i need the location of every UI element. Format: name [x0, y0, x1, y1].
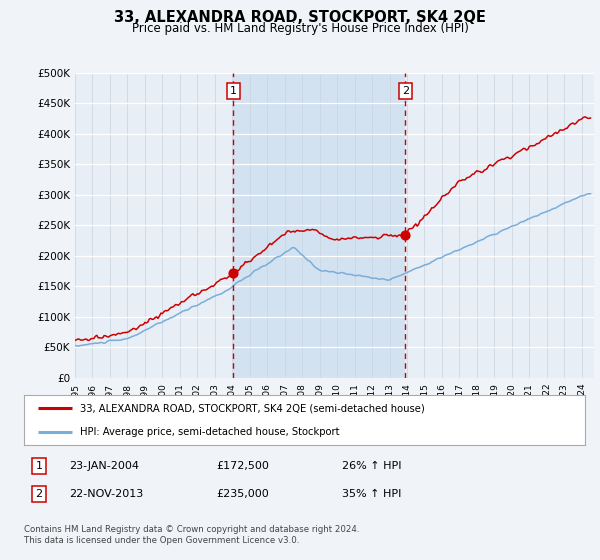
Text: Contains HM Land Registry data © Crown copyright and database right 2024.
This d: Contains HM Land Registry data © Crown c…	[24, 525, 359, 545]
Point	[400, 230, 410, 239]
Text: Price paid vs. HM Land Registry's House Price Index (HPI): Price paid vs. HM Land Registry's House …	[131, 22, 469, 35]
Text: 23-JAN-2004: 23-JAN-2004	[69, 461, 139, 471]
Text: 35% ↑ HPI: 35% ↑ HPI	[342, 489, 401, 499]
Bar	[233, 73, 405, 378]
Text: HPI: Average price, semi-detached house, Stockport: HPI: Average price, semi-detached house,…	[80, 427, 340, 437]
Text: 1: 1	[35, 461, 43, 471]
Text: 33, ALEXANDRA ROAD, STOCKPORT, SK4 2QE: 33, ALEXANDRA ROAD, STOCKPORT, SK4 2QE	[114, 10, 486, 25]
Text: 1: 1	[230, 86, 237, 96]
Text: 33, ALEXANDRA ROAD, STOCKPORT, SK4 2QE (semi-detached house): 33, ALEXANDRA ROAD, STOCKPORT, SK4 2QE (…	[80, 403, 425, 413]
Point	[229, 268, 238, 277]
Text: 26% ↑ HPI: 26% ↑ HPI	[342, 461, 401, 471]
Text: 2: 2	[35, 489, 43, 499]
Text: £172,500: £172,500	[216, 461, 269, 471]
Text: £235,000: £235,000	[216, 489, 269, 499]
Text: 22-NOV-2013: 22-NOV-2013	[69, 489, 143, 499]
Text: 2: 2	[402, 86, 409, 96]
